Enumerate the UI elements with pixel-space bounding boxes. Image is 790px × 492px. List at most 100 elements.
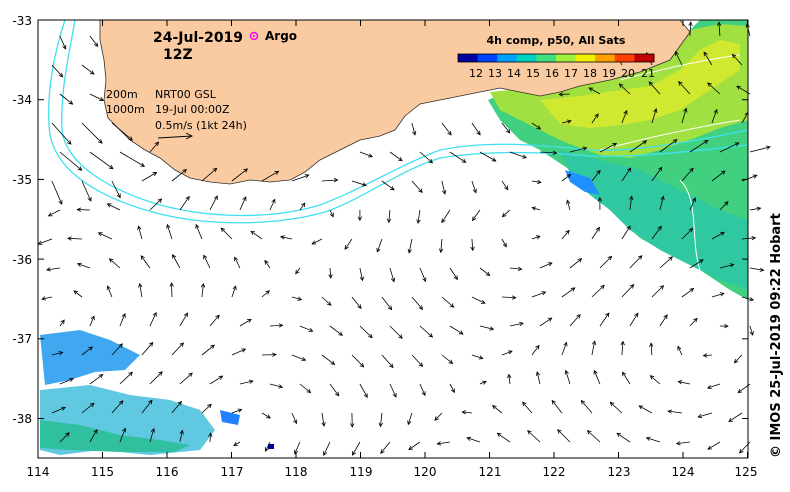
current-arrow	[380, 441, 391, 454]
current-arrow	[531, 179, 542, 185]
current-arrow	[689, 139, 709, 153]
current-arrow	[599, 312, 610, 327]
current-arrow	[81, 64, 95, 75]
current-arrow	[269, 198, 276, 211]
current-arrow	[509, 151, 527, 159]
current-arrow	[719, 201, 729, 211]
current-arrow	[295, 267, 301, 275]
current-arrow	[681, 107, 688, 124]
current-arrow	[111, 122, 133, 141]
current-arrow	[291, 174, 310, 182]
current-arrow	[149, 198, 163, 211]
scale-arrow	[157, 135, 193, 139]
current-arrow	[179, 195, 190, 211]
current-arrow	[291, 296, 303, 301]
current-arrow	[419, 383, 426, 397]
colorbar-segment	[536, 54, 557, 62]
current-arrow	[711, 170, 726, 182]
current-arrow	[89, 315, 95, 327]
current-arrow	[51, 351, 64, 356]
x-tick-123: 123	[608, 465, 631, 479]
x-tick-117: 117	[221, 465, 244, 479]
current-arrow	[351, 354, 365, 368]
current-arrow	[711, 292, 725, 298]
current-arrow	[591, 226, 600, 240]
current-arrow	[169, 282, 174, 298]
current-arrow	[681, 227, 694, 240]
current-arrow	[741, 174, 758, 182]
scale-label: 0.5m/s (1kt 24h)	[155, 119, 247, 132]
current-arrow	[209, 375, 224, 385]
current-arrow	[561, 119, 572, 124]
current-arrow	[261, 290, 270, 298]
current-arrow	[59, 35, 67, 50]
current-arrow	[731, 53, 743, 66]
current-arrow	[231, 285, 237, 298]
current-arrow	[522, 401, 533, 414]
current-arrow	[449, 151, 467, 163]
current-arrow	[51, 406, 66, 414]
product-label: NRT00 GSL	[155, 88, 217, 101]
current-arrow	[149, 371, 163, 385]
current-arrow	[558, 92, 570, 97]
colorbar-title: 4h comp, p50, All Sats	[487, 34, 626, 47]
current-arrow	[539, 317, 553, 327]
x-tick-116: 116	[156, 465, 179, 479]
current-arrow	[321, 296, 332, 306]
current-arrow	[47, 209, 61, 217]
current-arrow	[89, 374, 104, 385]
current-arrow	[689, 259, 704, 269]
current-arrow	[41, 296, 53, 301]
current-arrow	[749, 206, 762, 211]
current-arrow	[561, 341, 568, 356]
current-arrow	[728, 412, 743, 423]
current-arrow	[479, 380, 487, 385]
current-arrow	[350, 412, 355, 428]
current-arrow	[561, 287, 576, 298]
current-arrow	[441, 209, 451, 224]
current-arrow	[629, 195, 634, 211]
current-arrow	[59, 432, 70, 443]
y-tick-38: -38	[12, 412, 32, 426]
isobath-lines	[48, 19, 749, 224]
current-arrow	[265, 441, 271, 452]
current-arrow	[419, 325, 434, 338]
current-arrow	[149, 311, 157, 327]
current-arrow	[509, 266, 523, 272]
current-arrow	[171, 168, 188, 182]
current-arrow	[531, 122, 542, 130]
current-arrow	[389, 383, 397, 398]
current-arrow	[649, 375, 661, 385]
current-arrow	[381, 180, 395, 191]
x-tick-121: 121	[479, 465, 502, 479]
current-arrow	[179, 372, 193, 385]
current-arrow	[471, 180, 477, 194]
cb-tick-21: 21	[641, 67, 655, 80]
current-arrow	[659, 195, 665, 211]
current-arrow	[719, 142, 740, 153]
current-arrow	[89, 151, 114, 170]
current-arrow	[411, 354, 424, 367]
current-arrow	[138, 282, 143, 298]
current-arrow	[621, 167, 632, 182]
current-arrow	[231, 168, 249, 182]
current-arrow	[201, 167, 218, 182]
current-arrow	[261, 170, 280, 182]
current-arrow	[269, 383, 284, 389]
cb-tick-18: 18	[583, 67, 597, 80]
current-arrow	[279, 235, 293, 240]
current-arrow	[638, 405, 653, 414]
current-arrow	[733, 354, 743, 364]
current-arrow	[119, 427, 127, 443]
current-arrow	[239, 196, 247, 211]
current-arrow	[416, 209, 421, 225]
current-arrow	[539, 150, 558, 155]
y-tick-36: -36	[12, 253, 32, 267]
current-arrow	[749, 325, 754, 336]
current-arrow	[569, 314, 581, 327]
current-arrow	[411, 296, 424, 310]
current-arrow	[140, 255, 151, 269]
current-arrow	[97, 232, 113, 240]
current-arrow	[621, 109, 628, 124]
colorbar-segment	[516, 54, 537, 62]
